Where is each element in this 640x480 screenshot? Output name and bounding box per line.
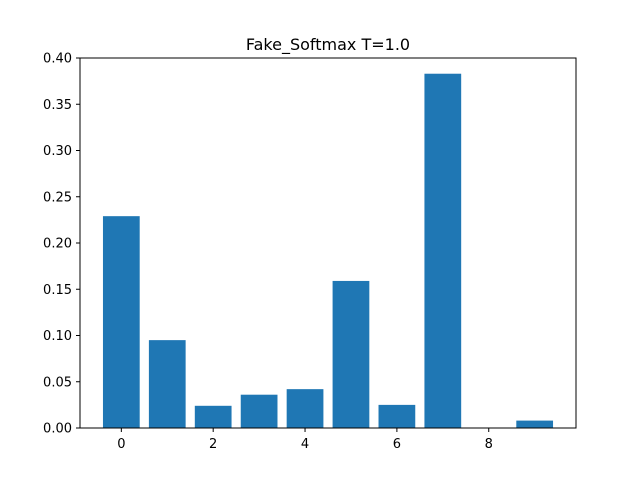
x-axis: 0 2 4 6 8 <box>117 428 493 452</box>
bars-group <box>102 73 554 429</box>
x-tick-label: 2 <box>209 437 217 452</box>
bar-0 <box>102 216 140 428</box>
y-tick-label: 0.25 <box>43 190 72 205</box>
bar-4 <box>286 389 324 428</box>
chart-title: Fake_Softmax T=1.0 <box>246 35 410 55</box>
x-tick-label: 6 <box>393 437 401 452</box>
bar-6 <box>378 404 416 429</box>
y-tick-label: 0.35 <box>43 98 72 113</box>
bar-9 <box>516 420 554 428</box>
x-tick-label: 4 <box>301 437 309 452</box>
bar-5 <box>332 280 370 428</box>
bar-7 <box>424 73 462 428</box>
x-tick-label: 8 <box>485 437 493 452</box>
y-tick-label: 0.10 <box>43 329 72 344</box>
y-tick-label: 0.15 <box>43 283 72 298</box>
y-axis: 0.00 0.05 0.10 0.15 0.20 0.25 0.30 0.35 0.40 <box>43 52 80 437</box>
y-tick-label: 0.20 <box>43 237 72 252</box>
plot-frame <box>79 57 577 429</box>
bar-2 <box>194 405 232 428</box>
y-tick-label: 0.05 <box>43 375 72 390</box>
y-tick-label: 0.40 <box>43 52 72 67</box>
bar-1 <box>148 340 186 429</box>
x-tick-label: 0 <box>117 437 125 452</box>
y-tick-label: 0.00 <box>43 422 72 437</box>
bar-3 <box>240 394 278 428</box>
y-tick-label: 0.30 <box>43 144 72 159</box>
